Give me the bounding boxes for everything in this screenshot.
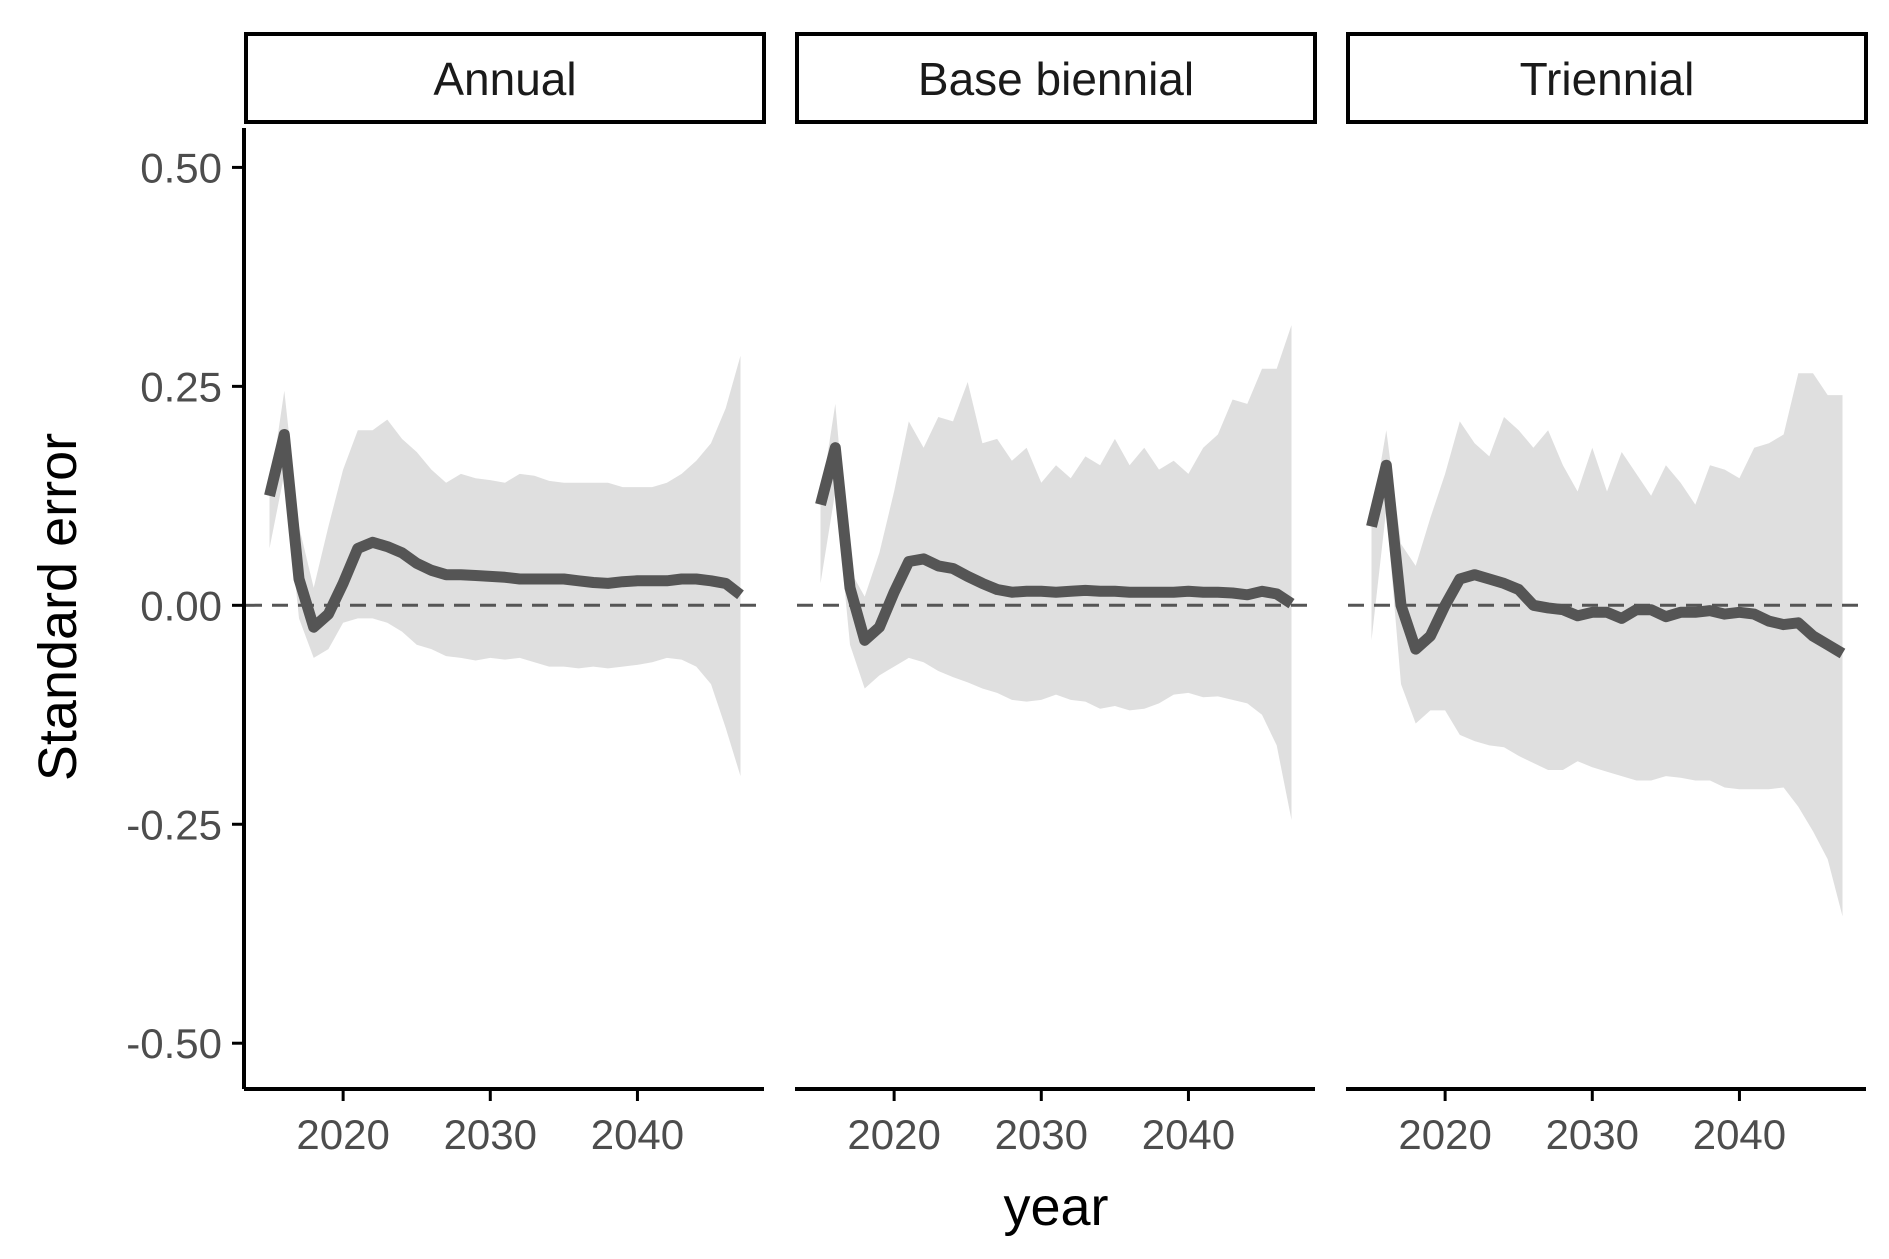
strip-box: [244, 32, 766, 124]
strip-label: Annual: [433, 53, 576, 105]
y-axis: -0.50 -0.25 0.00 0.25 0.50: [126, 128, 246, 1089]
x-tick-label: 2040: [1142, 1111, 1235, 1158]
facet-triennial: Triennial 2020 2030 2040: [1346, 32, 1868, 1158]
confidence-band: [820, 325, 1292, 820]
plot-area: 2020 2030 2040: [244, 355, 764, 1158]
y-tick-label: 0.50: [140, 144, 222, 191]
x-tick-label: 2020: [1398, 1111, 1491, 1158]
x-tick-label: 2020: [847, 1111, 940, 1158]
x-tick-label: 2030: [1546, 1111, 1639, 1158]
plot-area: 2020 2030 2040: [1346, 373, 1866, 1158]
mean-line: [1366, 459, 1846, 659]
y-tick-label: 0.00: [140, 582, 222, 629]
facet-base-biennial: Base biennial 2020 2030 2040: [795, 32, 1317, 1158]
plot-area: 2020 2030 2040: [795, 325, 1315, 1158]
confidence-band: [269, 355, 741, 777]
strip-label: Base biennial: [918, 53, 1194, 105]
mean-line: [815, 442, 1295, 646]
x-tick-label: 2030: [995, 1111, 1088, 1158]
x-tick-label: 2040: [591, 1111, 684, 1158]
x-tick-label: 2040: [1693, 1111, 1786, 1158]
facet-annual: Annual 2020 2030 2040: [244, 32, 766, 1158]
y-axis-title: Standard error: [28, 433, 88, 781]
x-tick-label: 2020: [296, 1111, 389, 1158]
strip-label: Triennial: [1520, 53, 1695, 105]
strip-box: [795, 32, 1317, 124]
x-axis-title: year: [1003, 1177, 1108, 1237]
strip-box: [1346, 32, 1868, 124]
mean-line: [264, 429, 744, 633]
y-tick-label: 0.25: [140, 363, 222, 410]
y-tick-label: -0.25: [126, 801, 222, 848]
x-tick-label: 2030: [444, 1111, 537, 1158]
y-tick-label: -0.50: [126, 1020, 222, 1067]
confidence-band: [1371, 373, 1843, 917]
